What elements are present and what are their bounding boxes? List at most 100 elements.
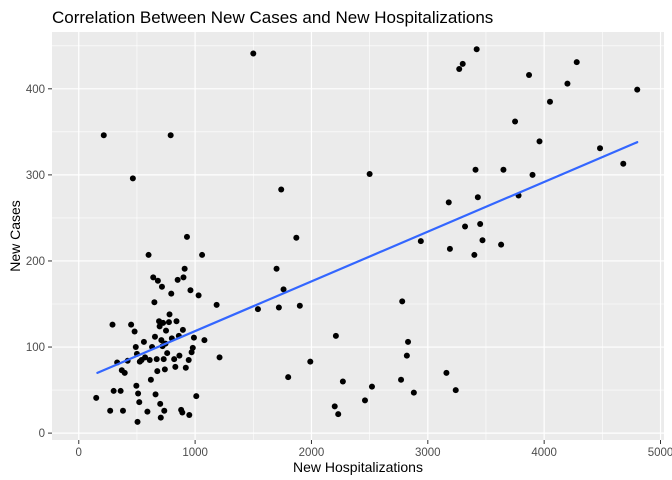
data-point xyxy=(179,409,186,416)
data-point xyxy=(190,334,197,341)
data-point xyxy=(100,132,107,139)
x-axis-label: New Hospitalizations xyxy=(293,459,423,475)
data-point xyxy=(154,277,161,284)
data-point xyxy=(167,132,174,139)
data-point xyxy=(150,274,157,281)
data-point xyxy=(119,407,126,414)
data-point xyxy=(110,387,117,394)
data-point xyxy=(477,220,484,227)
data-point xyxy=(213,301,220,308)
trend-line xyxy=(96,141,639,374)
data-point xyxy=(564,80,571,87)
data-point xyxy=(165,319,172,326)
data-point xyxy=(135,390,142,397)
data-point xyxy=(339,378,346,385)
data-point xyxy=(254,306,261,313)
data-point xyxy=(131,328,138,335)
data-point xyxy=(136,399,143,406)
data-point xyxy=(332,332,339,339)
data-point xyxy=(146,356,153,363)
data-point xyxy=(296,302,303,309)
data-point xyxy=(129,175,136,182)
data-point xyxy=(278,186,285,193)
data-point xyxy=(151,333,158,340)
data-point xyxy=(161,366,168,373)
data-point xyxy=(187,287,194,294)
data-point xyxy=(117,387,124,394)
data-point xyxy=(158,283,165,290)
data-point xyxy=(152,391,159,398)
data-point xyxy=(573,59,580,66)
data-point xyxy=(216,354,223,361)
data-point xyxy=(479,237,486,244)
data-point xyxy=(474,194,481,201)
data-point xyxy=(164,350,171,357)
data-point xyxy=(473,46,480,53)
data-point xyxy=(185,356,192,363)
data-point xyxy=(285,374,292,381)
data-point xyxy=(157,414,164,421)
grid-lines xyxy=(52,32,664,440)
x-tick-label: 1000 xyxy=(182,447,208,459)
data-point xyxy=(132,344,139,351)
data-point xyxy=(620,160,627,167)
data-point xyxy=(403,352,410,359)
data-point xyxy=(157,400,164,407)
data-point xyxy=(462,223,469,230)
data-point xyxy=(335,411,342,418)
data-point xyxy=(512,118,519,125)
x-tick-label: 4000 xyxy=(531,447,557,459)
data-point xyxy=(158,337,165,344)
data-point xyxy=(93,394,100,401)
data-point xyxy=(500,166,507,173)
data-point xyxy=(109,321,116,328)
data-point xyxy=(452,387,459,394)
x-tick-label: 0 xyxy=(76,447,82,459)
data-point xyxy=(151,299,158,306)
data-point xyxy=(153,356,160,363)
data-point xyxy=(275,304,282,311)
axis-ticks: 0 1000 2000 3000 4000 5000 0 100 200 300 400 xyxy=(26,84,672,459)
data-point xyxy=(536,138,543,145)
data-point xyxy=(456,66,463,73)
data-point xyxy=(498,241,505,248)
data-point xyxy=(446,245,453,252)
data-point xyxy=(160,319,167,326)
data-point xyxy=(634,86,641,93)
data-point xyxy=(176,352,183,359)
data-point xyxy=(161,407,168,414)
data-point xyxy=(307,358,314,365)
data-point xyxy=(140,338,147,345)
data-point xyxy=(443,369,450,376)
data-point xyxy=(417,238,424,245)
data-point xyxy=(250,50,257,57)
data-point xyxy=(526,72,533,79)
data-point xyxy=(459,60,466,67)
data-point xyxy=(472,166,479,173)
data-point xyxy=(195,292,202,299)
data-point xyxy=(180,274,187,281)
data-point xyxy=(168,290,175,297)
y-tick-label: 300 xyxy=(26,170,45,182)
data-point xyxy=(171,356,178,363)
chart-title: Correlation Between New Cases and New Ho… xyxy=(52,8,493,27)
data-point xyxy=(133,382,140,389)
data-point xyxy=(179,326,186,333)
data-point xyxy=(189,344,196,351)
data-point xyxy=(398,376,405,383)
data-point xyxy=(201,337,208,344)
data-point xyxy=(163,327,170,334)
data-point xyxy=(597,145,604,152)
data-point xyxy=(144,408,151,415)
y-tick-label: 100 xyxy=(26,342,45,354)
data-point xyxy=(529,171,536,178)
data-point xyxy=(331,403,338,410)
data-point xyxy=(142,354,149,361)
data-point xyxy=(410,389,417,396)
data-point xyxy=(546,98,553,105)
data-point xyxy=(181,265,188,272)
data-point xyxy=(366,171,373,178)
y-tick-label: 200 xyxy=(26,256,45,268)
data-point xyxy=(160,356,167,363)
